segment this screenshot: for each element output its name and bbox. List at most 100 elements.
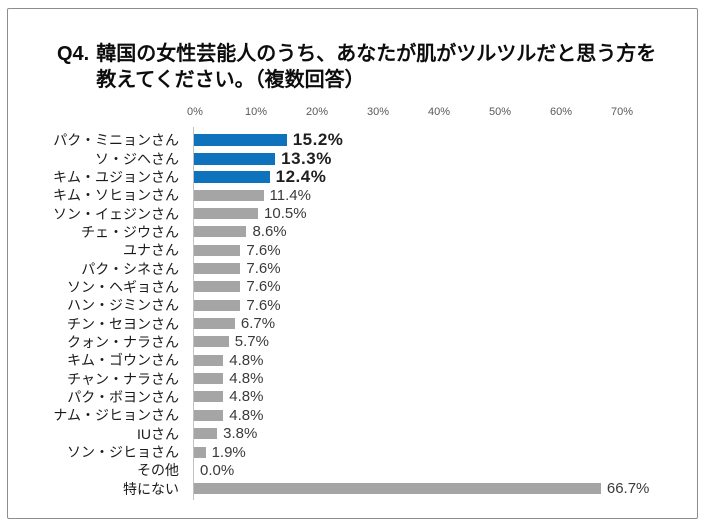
- bar-area: 6.7%: [194, 314, 275, 332]
- bar: [194, 134, 287, 147]
- bar-row: パク・ミニョンさん 15.2%: [0, 130, 706, 150]
- bar-row: 特にない 66.7%: [0, 480, 706, 498]
- category-label: チェ・ジウさん: [81, 223, 179, 240]
- bar-rows: パク・ミニョンさん 15.2% ソ・ジヘさん 13.3% キム・ユジョンさん 12.4% キ…: [0, 130, 706, 498]
- bar: [194, 428, 218, 440]
- value-label: 66.7%: [606, 480, 650, 498]
- bar-area: 5.7%: [194, 333, 269, 351]
- bar-area: 13.3%: [194, 149, 332, 168]
- value-label: 5.7%: [234, 333, 269, 351]
- bar-area: 4.8%: [194, 388, 263, 406]
- bar-area: 66.7%: [194, 480, 649, 498]
- value-label: 6.7%: [240, 315, 276, 333]
- bar: [194, 226, 247, 238]
- bar-row: チェ・ジウさん 8.6%: [0, 223, 706, 241]
- bar-row: キム・ユジョンさん 12.4%: [0, 166, 706, 186]
- category-label: パク・ボヨンさん: [67, 388, 179, 405]
- category-label: パク・ミニョンさん: [53, 132, 179, 149]
- bar-row: チン・セヨンさん 6.7%: [0, 314, 706, 332]
- bar: [194, 373, 224, 385]
- category-label: クォン・ナラさん: [67, 333, 179, 350]
- category-label: ハン・ジミンさん: [67, 297, 179, 314]
- bar-area: 0.0%: [194, 461, 234, 479]
- bar: [194, 263, 241, 275]
- value-label: 1.9%: [211, 443, 246, 461]
- value-label: 8.6%: [252, 223, 287, 241]
- bar-row: パク・ボヨンさん 4.8%: [0, 388, 706, 406]
- bar-area: 7.6%: [194, 241, 281, 259]
- bar-area: 8.6%: [194, 223, 287, 241]
- x-tick-label: 30%: [366, 106, 390, 118]
- bar-row: IUさん 3.8%: [0, 425, 706, 443]
- bar: [194, 170, 270, 183]
- bar-area: 15.2%: [194, 130, 344, 150]
- bar-row: キム・ソヒョンさん 11.4%: [0, 186, 706, 204]
- chart-title-line2: 教えてください。（複数回答）: [96, 68, 365, 91]
- chart-title-line1: 韓国の女性芸能人のうち、あなたが肌がツルツルだと思う方を: [96, 43, 657, 65]
- bar: [194, 208, 259, 220]
- bar-area: 3.8%: [194, 425, 257, 443]
- bar-area: 12.4%: [194, 166, 327, 186]
- category-label: キム・ゴウンさん: [67, 352, 179, 369]
- bar-row: ソン・ヘギョさん 7.6%: [0, 278, 706, 296]
- category-label: IUさん: [137, 425, 179, 442]
- value-label: 11.4%: [269, 186, 311, 204]
- bar-row: ナム・ジヒョンさん 4.8%: [0, 406, 706, 424]
- bar-area: 7.6%: [194, 278, 281, 296]
- category-label: その他: [137, 462, 179, 479]
- value-label: 4.8%: [229, 351, 264, 369]
- category-label: チン・セヨンさん: [67, 315, 179, 332]
- value-label: 4.8%: [229, 370, 264, 388]
- category-label: ソ・ジヘさん: [95, 150, 179, 167]
- bar: [194, 281, 241, 293]
- bar: [194, 409, 224, 421]
- bar-area: 10.5%: [194, 204, 307, 222]
- value-label: 7.6%: [246, 241, 281, 259]
- x-tick-label: 0%: [187, 106, 203, 118]
- bar: [194, 318, 235, 330]
- question-number: Q4.: [57, 43, 90, 65]
- bar: [194, 446, 206, 458]
- bar: [194, 299, 241, 311]
- bar-area: 7.6%: [194, 296, 281, 314]
- x-tick-label: 20%: [305, 106, 329, 118]
- bar-row: チャン・ナラさん 4.8%: [0, 369, 706, 387]
- x-tick-label: 10%: [244, 106, 268, 118]
- value-label: 15.2%: [292, 130, 344, 150]
- category-label: ソン・イェジンさん: [53, 205, 179, 222]
- value-label: 4.8%: [229, 388, 264, 406]
- value-label: 7.6%: [246, 278, 281, 296]
- bar-row: クォン・ナラさん 5.7%: [0, 333, 706, 351]
- value-label: 12.4%: [275, 166, 327, 186]
- bar-area: 7.6%: [194, 259, 281, 277]
- y-axis-line: [193, 127, 194, 500]
- category-label: ユナさん: [123, 242, 179, 259]
- x-tick-label: 50%: [488, 106, 512, 118]
- bar-row: キム・ゴウンさん 4.8%: [0, 351, 706, 369]
- category-label: ソン・ジヒョさん: [67, 444, 179, 461]
- bar: [194, 244, 241, 256]
- category-label: キム・ユジョンさん: [53, 168, 179, 185]
- bar-row: ソ・ジヘさん 13.3%: [0, 149, 706, 168]
- bar-row: その他 0.0%: [0, 461, 706, 479]
- x-tick-label: 70%: [610, 106, 634, 118]
- value-label: 0.0%: [200, 461, 235, 479]
- bar-area: 4.8%: [194, 351, 263, 369]
- bar-area: 11.4%: [194, 186, 311, 204]
- bar: [194, 354, 224, 366]
- category-label: チャン・ナラさん: [67, 370, 179, 387]
- chart-title-text: 韓国の女性芸能人のうち、あなたが肌がツルツルだと思う方を 教えてください。（複数回…: [96, 42, 656, 93]
- value-label: 3.8%: [223, 425, 258, 443]
- bar: [194, 336, 229, 348]
- value-label: 7.6%: [246, 260, 281, 278]
- category-label: ソン・ヘギョさん: [67, 278, 179, 295]
- category-label: 特にない: [123, 480, 179, 497]
- x-tick-label: 40%: [427, 106, 451, 118]
- bar-row: ソン・ジヒョさん 1.9%: [0, 443, 706, 461]
- chart-title: Q4. 韓国の女性芸能人のうち、あなたが肌がツルツルだと思う方を 教えてください。…: [57, 42, 656, 93]
- category-label: ナム・ジヒョンさん: [53, 407, 179, 424]
- x-tick-label: 60%: [549, 106, 573, 118]
- bar-area: 4.8%: [194, 406, 263, 424]
- chart-card-border: [7, 8, 698, 519]
- bar-row: ハン・ジミンさん 7.6%: [0, 296, 706, 314]
